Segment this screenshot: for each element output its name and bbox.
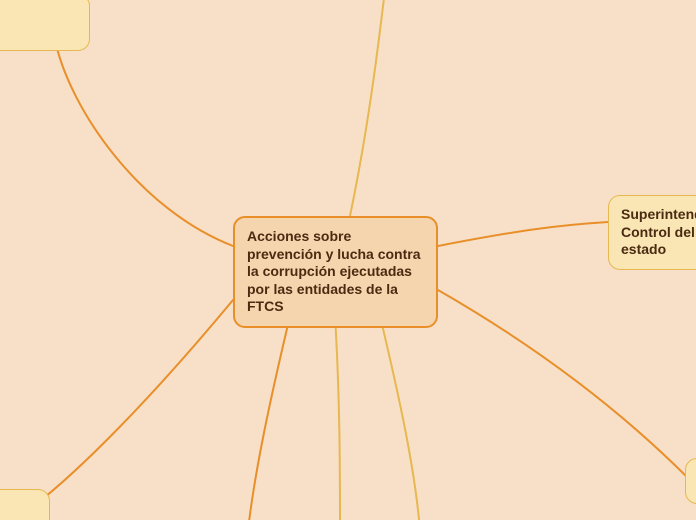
edge (380, 316, 420, 520)
edge (35, 300, 233, 505)
mindmap-canvas: Acciones sobre prevención y lucha contra… (0, 0, 696, 520)
edge (350, 0, 385, 216)
edge (248, 316, 290, 520)
leaf-node[interactable]: para la ria General del (0, 0, 90, 51)
leaf-node[interactable]: Superintendenc Control del pod estado (608, 195, 696, 270)
edge (438, 222, 608, 246)
edge (55, 40, 233, 246)
edge (335, 316, 340, 520)
center-node[interactable]: Acciones sobre prevención y lucha contra… (233, 216, 438, 328)
leaf-node[interactable]: de 0 0 (0, 489, 50, 520)
edge (438, 290, 688, 478)
leaf-node[interactable] (685, 458, 696, 504)
